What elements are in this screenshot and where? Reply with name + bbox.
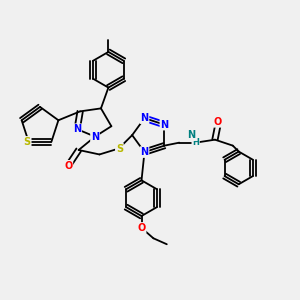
Text: N: N (140, 147, 148, 157)
Text: N: N (140, 113, 148, 123)
Text: N: N (160, 120, 169, 130)
Text: N: N (91, 132, 99, 142)
Text: O: O (137, 223, 146, 233)
Text: H: H (192, 138, 199, 147)
Text: S: S (24, 137, 31, 147)
Text: O: O (64, 161, 72, 171)
Text: N: N (187, 130, 195, 140)
Text: O: O (214, 117, 222, 127)
Text: S: S (116, 143, 123, 154)
Text: N: N (73, 124, 81, 134)
